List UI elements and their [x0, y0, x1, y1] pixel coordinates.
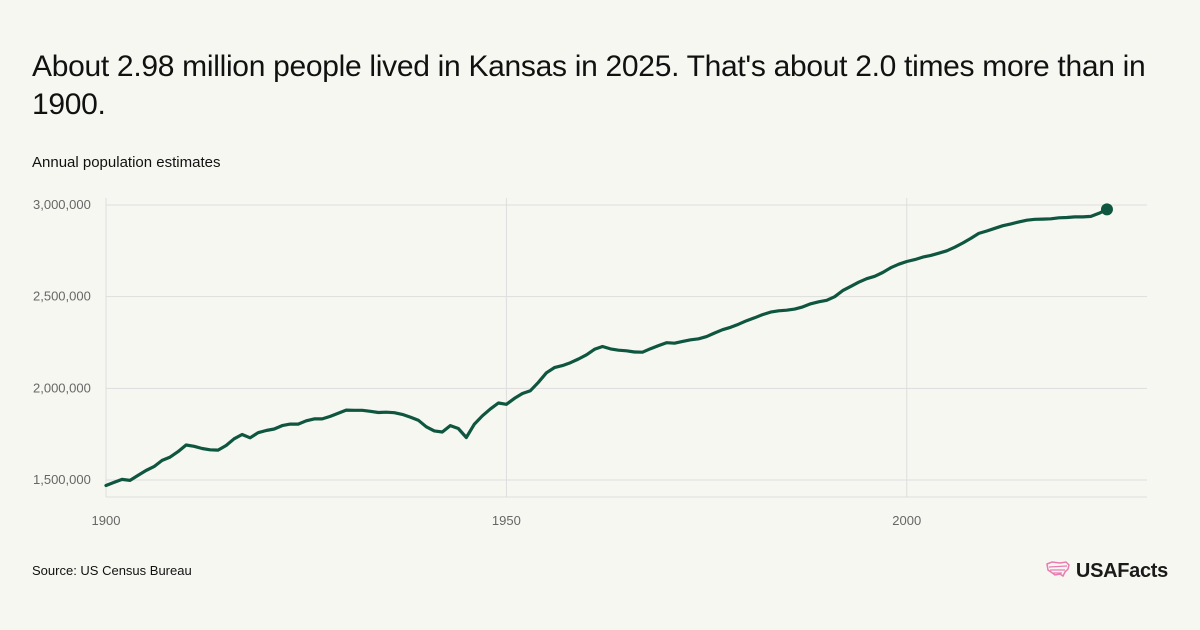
axis-ticks: 1,500,000 2,000,000 2,500,000 3,000,000 1900…: [33, 197, 921, 528]
grid-lines: [105, 198, 1147, 498]
y-tick-label: 2,500,000: [33, 289, 91, 304]
y-tick-label: 1,500,000: [33, 472, 91, 487]
source-note: Source: US Census Bureau: [32, 563, 192, 578]
chart-title: About 2.98 million people lived in Kansa…: [32, 50, 1146, 121]
end-point-marker: [1100, 203, 1113, 216]
series-layer: [104, 203, 1113, 488]
chart-subtitle: Annual population estimates: [32, 154, 221, 171]
brand-logo[interactable]: USAFacts: [1046, 560, 1168, 583]
x-tick-label: 1950: [492, 513, 521, 528]
x-tick-label: 2000: [892, 513, 921, 528]
us-map-icon: [1046, 560, 1070, 583]
y-tick-label: 3,000,000: [33, 197, 91, 212]
series-line: [104, 207, 1109, 488]
x-tick-label: 1900: [92, 513, 121, 528]
y-tick-label: 2,000,000: [33, 380, 91, 395]
brand-name: USAFacts: [1075, 560, 1168, 582]
